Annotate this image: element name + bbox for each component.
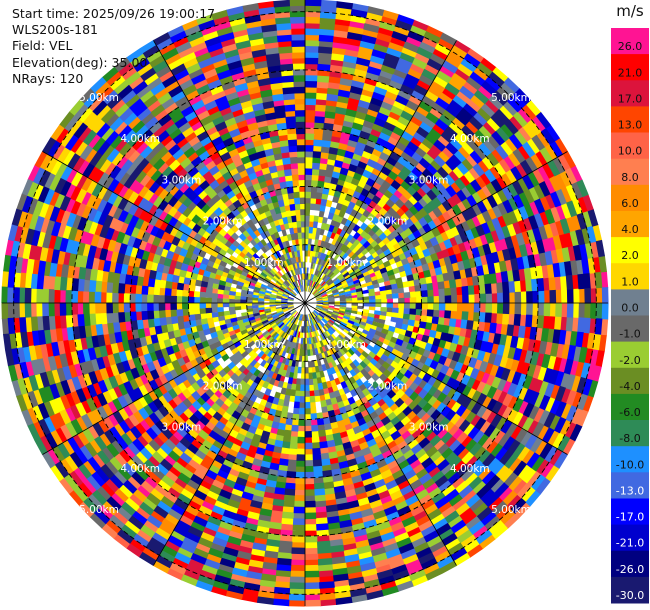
colorbar-swatch xyxy=(611,367,649,395)
velocity-bins xyxy=(19,9,603,601)
azimuth-spoke xyxy=(304,40,457,304)
azimuth-spoke xyxy=(304,302,568,455)
azimuth-spoke xyxy=(153,302,306,566)
colorbar-swatch xyxy=(611,524,649,552)
range-label: 1.00km xyxy=(326,257,366,269)
colorbar-tick-label: 10.0 xyxy=(618,145,643,158)
range-label: 2.00km xyxy=(368,216,408,228)
colorbar-tick-label: 13.0 xyxy=(618,119,643,132)
field-text: Field: VEL xyxy=(12,38,73,54)
colorbar-tick-label: 17.0 xyxy=(618,92,643,105)
range-ring xyxy=(129,127,481,479)
colorbar-swatch xyxy=(611,263,649,290)
colorbar-tick-label: -10.0 xyxy=(616,458,644,471)
range-label: 2.00km xyxy=(368,380,408,392)
range-label: 3.00km xyxy=(162,174,202,186)
colorbar-swatch xyxy=(611,237,649,264)
colorbar-tick-label: -21.0 xyxy=(616,537,644,550)
velocity-bins xyxy=(10,11,609,601)
range-label: 4.00km xyxy=(450,133,490,145)
info-panel: Start time: 2025/09/26 19:00:17 WLS200s-… xyxy=(12,6,215,87)
colorbar-tick-label: -26.0 xyxy=(616,563,644,576)
velocity-bins xyxy=(13,11,609,607)
range-label: 5.00km xyxy=(491,504,531,516)
colorbar-swatch xyxy=(611,132,649,160)
range-ring xyxy=(188,186,422,420)
range-rings xyxy=(13,11,597,595)
azimuth-spoke xyxy=(42,151,306,304)
range-label: 4.00km xyxy=(120,463,160,475)
colorbar-swatch xyxy=(611,184,649,212)
range-labels: 1.00km 1.00km 1.00km 1.00km 2.00km 2.00km 2.00… xyxy=(79,92,531,516)
colorbar-swatch xyxy=(611,446,649,473)
range-ring xyxy=(13,11,597,595)
colorbar-tick-label: -1.0 xyxy=(619,328,640,341)
range-label: 3.00km xyxy=(162,422,202,434)
range-ring xyxy=(71,69,539,537)
velocity-bins xyxy=(1,5,599,597)
range-label: 2.00km xyxy=(203,380,243,392)
colorbar-swatch xyxy=(611,106,649,133)
range-label: 1.00km xyxy=(244,339,284,351)
colorbar-swatch xyxy=(611,393,649,421)
colorbar-tick-label: -4.0 xyxy=(619,380,640,393)
colorbar-tick-label: 2.0 xyxy=(621,249,639,262)
colorbar-swatch xyxy=(611,576,649,604)
colorbar-swatch xyxy=(611,550,649,578)
azimuth-spoke xyxy=(42,302,306,455)
range-label: 1.00km xyxy=(244,257,284,269)
range-ring xyxy=(246,244,364,362)
azimuth-spoke xyxy=(304,151,568,304)
range-label: 3.00km xyxy=(409,422,449,434)
colorbar-tick-label: -8.0 xyxy=(619,432,640,445)
colorbar-swatch xyxy=(611,498,649,526)
range-label: 4.00km xyxy=(450,463,490,475)
range-label: 5.00km xyxy=(79,92,119,104)
colorbar-swatch xyxy=(611,211,649,238)
range-label: 1.00km xyxy=(326,339,366,351)
colorbar-swatch xyxy=(611,158,649,186)
colorbar-tick-label: -2.0 xyxy=(619,354,640,367)
colorbar-tick-label: 0.0 xyxy=(621,302,639,315)
instrument-text: WLS200s-181 xyxy=(12,22,98,38)
colorbar-swatch xyxy=(611,472,649,499)
velocity-bins xyxy=(18,11,603,590)
velocity-bins xyxy=(7,0,609,590)
colorbar-swatch xyxy=(611,28,649,55)
azimuth-spoke xyxy=(153,40,306,304)
range-label: 4.00km xyxy=(120,133,160,145)
velocity-bins xyxy=(7,0,603,595)
velocity-field xyxy=(1,0,609,607)
colorbar-tick-label: 1.0 xyxy=(621,275,639,288)
azimuth-spoke xyxy=(304,302,457,566)
range-label: 3.00km xyxy=(409,174,449,186)
colorbar-tick-label: 4.0 xyxy=(621,223,639,236)
colorbar-tick-label: 8.0 xyxy=(621,171,639,184)
nrays-text: NRays: 120 xyxy=(12,70,84,86)
elevation-text: Elevation(deg): 35.00 xyxy=(12,54,148,70)
range-label: 5.00km xyxy=(79,504,119,516)
colorbar-swatch xyxy=(611,289,649,316)
colorbar-swatch xyxy=(611,54,649,81)
colorbar-tick-label: 26.0 xyxy=(618,40,643,53)
range-label: 2.00km xyxy=(203,216,243,228)
colorbar-tick-label: -30.0 xyxy=(616,589,644,602)
colorbar-swatch xyxy=(611,80,649,107)
colorbar-tick-label: 21.0 xyxy=(618,66,643,79)
colorbar-swatch xyxy=(611,420,649,447)
start-time-text: Start time: 2025/09/26 19:00:17 xyxy=(12,6,216,21)
colorbar-unit: m/s xyxy=(616,2,644,20)
colorbar-tick-label: -17.0 xyxy=(616,511,644,524)
range-label: 5.00km xyxy=(491,92,531,104)
colorbar-tick-label: -13.0 xyxy=(616,485,644,498)
colorbar-swatch xyxy=(611,315,649,343)
velocity-bins xyxy=(1,0,607,589)
colorbar-tick-label: -6.0 xyxy=(619,406,640,419)
colorbar-tick-label: 6.0 xyxy=(621,197,639,210)
colorbar-swatch xyxy=(611,341,649,369)
azimuth-spokes xyxy=(2,0,608,606)
